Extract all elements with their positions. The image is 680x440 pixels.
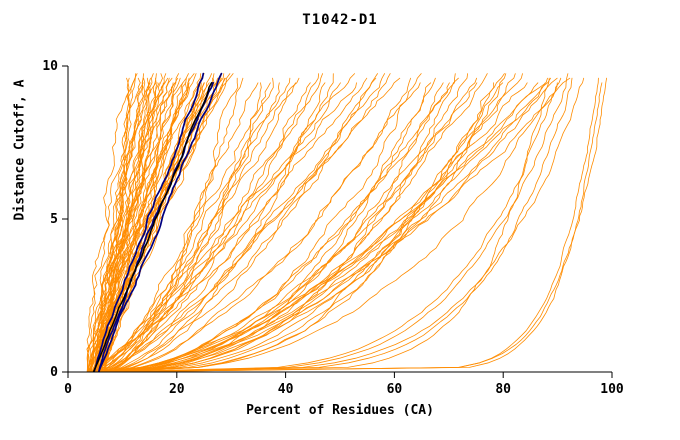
curve-mid-fan [109,73,391,372]
curve-mid-fan [102,73,385,372]
y-tick-label: 5 [50,212,58,227]
curve-right-cluster [96,82,546,372]
curve-far-right [105,77,599,372]
curve-steep-bundle [102,73,202,372]
curve-steep-bundle [98,73,225,372]
curve-steep-bundle [89,73,157,372]
curve-mid-fan [105,73,319,372]
curve-right-cluster [114,82,504,372]
curve-right-cluster [104,73,488,372]
curve-mid-fan [90,73,355,372]
x-tick-label: 80 [495,382,511,397]
curve-right-cluster [108,77,411,372]
curve-right-cluster [107,82,539,372]
curve-highlight-navy [97,81,214,372]
x-tick-label: 60 [387,382,403,397]
x-tick-label: 0 [64,382,72,397]
x-tick-label: 20 [169,382,185,397]
curve-steep-bundle [88,77,222,372]
curve-mid-fan [92,82,296,372]
curve-highlight-navy [97,72,223,372]
curve-right-cluster [107,82,528,372]
curve-right-cluster [97,77,551,372]
curve-mid-fan [102,77,377,372]
curve-right-cluster [107,82,421,372]
curve-highlight-black [92,82,213,372]
curve-steep-bundle [86,82,160,372]
curve-right-cluster [109,77,548,372]
curve-right-cluster [92,77,477,372]
curve-steep-bundle [86,73,136,372]
curve-right-cluster [109,82,450,372]
curve-far-right [94,77,607,372]
curve-low-flat [97,77,562,372]
curve-right-cluster [105,73,456,372]
curve-mid-fan [93,77,368,372]
curve-mid-fan [106,77,401,372]
x-axis-label: Percent of Residues (CA) [246,403,434,418]
curve-mid-fan [91,82,341,372]
curve-mid-fan [90,77,300,372]
curve-low-flat [97,77,550,372]
curve-right-cluster [113,77,571,372]
curve-steep-bundle [86,77,179,372]
curve-highlight-navy [93,72,205,372]
curve-right-cluster [104,82,432,372]
prediction-curves [86,72,607,372]
curve-right-cluster [91,77,558,372]
curve-right-cluster [90,82,444,372]
curve-right-cluster [104,77,436,372]
curve-mid-fan [97,82,262,372]
curve-low-flat [108,77,573,372]
curve-steep-bundle [92,82,174,372]
x-tick-label: 40 [278,382,294,397]
curve-low-flat [108,77,585,372]
y-tick-label: 10 [42,59,58,74]
curve-steep-bundle [97,82,202,372]
y-tick-label: 0 [50,365,58,380]
x-tick-label: 100 [600,382,624,397]
curve-steep-bundle [88,73,189,372]
curve-steep-bundle [94,77,170,372]
curve-steep-bundle [91,77,136,372]
curve-low-flat [103,73,569,372]
curve-steep-bundle [89,77,225,372]
chart-title: T1042-D1 [302,12,378,28]
curve-right-cluster [111,73,505,372]
curve-right-cluster [111,82,558,372]
curve-far-right [98,82,603,372]
curve-mid-fan [103,77,291,372]
curve-mid-fan [92,82,357,372]
